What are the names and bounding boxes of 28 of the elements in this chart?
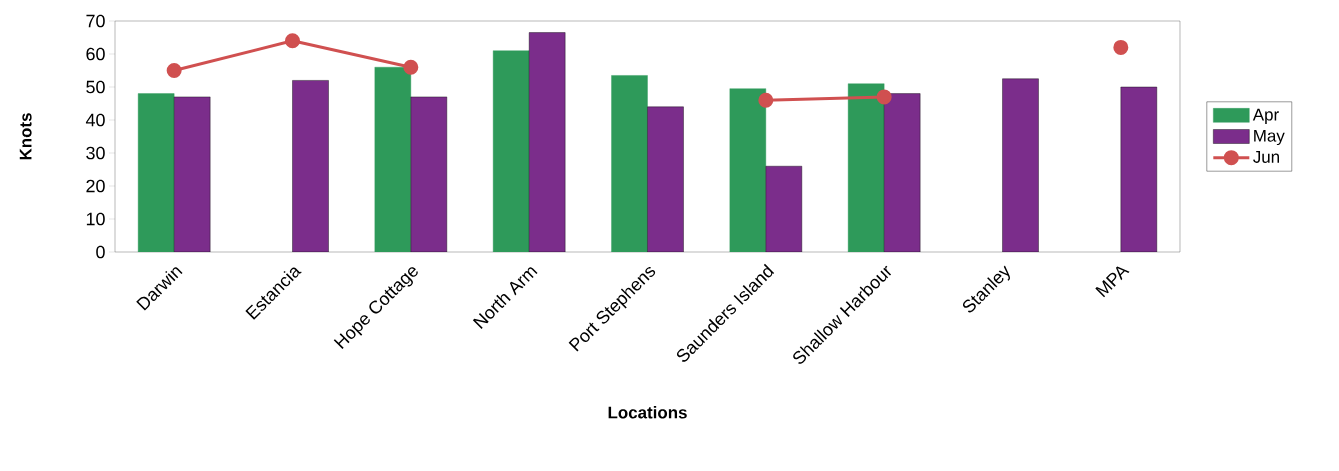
bar: [883, 93, 921, 252]
point: [876, 89, 892, 105]
bar: [292, 80, 329, 252]
bar: [528, 32, 566, 252]
y-tick-label: 10: [86, 212, 105, 226]
y-tick-label: 30: [86, 146, 105, 160]
bar: [1120, 86, 1158, 252]
bar: [173, 96, 211, 252]
legend-label: Apr: [1252, 108, 1279, 124]
y-tick-label: 0: [96, 245, 105, 259]
point: [1113, 39, 1129, 55]
y-tick-label: 40: [85, 113, 105, 127]
bar: [647, 106, 684, 252]
y-tick-label: 20: [86, 179, 105, 193]
y-tick-label: 70: [86, 14, 105, 28]
bar: [410, 96, 448, 252]
y-tick-label: 50: [86, 80, 105, 94]
y-axis-title: Knots: [19, 113, 32, 160]
x-axis-title: Locations: [608, 406, 687, 419]
y-tick-label: 60: [86, 47, 105, 61]
bar: [765, 166, 803, 252]
point: [758, 92, 774, 108]
point: [166, 63, 182, 78]
legend-label: May: [1254, 129, 1285, 146]
point: [403, 59, 419, 75]
point: [285, 33, 300, 49]
legend-label: Jun: [1253, 151, 1279, 163]
bar: [1002, 78, 1039, 252]
